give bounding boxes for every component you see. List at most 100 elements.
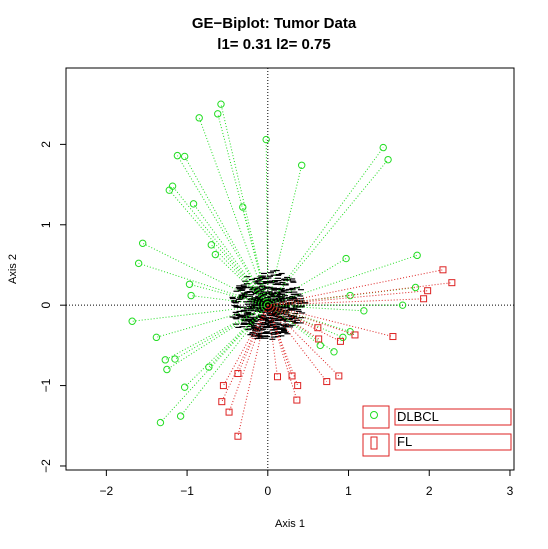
dlbcl-point (173, 151, 182, 160)
legend-marker-fl (370, 436, 378, 450)
dlbcl-point (379, 143, 387, 152)
dlbcl-point (138, 239, 147, 247)
legend-label-box-dlbcl (394, 408, 512, 426)
fl-point (294, 382, 302, 390)
x-tick-label: −2 (100, 484, 114, 498)
fl-vector (267, 305, 299, 386)
dlbcl-point (187, 291, 195, 300)
y-tick-label: 1 (39, 221, 53, 228)
dlbcl-point (207, 241, 215, 249)
dlbcl-vector (191, 295, 268, 306)
fl-vector (267, 304, 319, 340)
dlbcl-vector (267, 304, 351, 333)
fl-point (389, 333, 397, 341)
x-axis: −2 −1 0 1 2 3 (100, 469, 514, 498)
fl-point (335, 372, 343, 380)
fl-point (288, 372, 296, 380)
dlbcl-vector (267, 304, 321, 346)
fl-point (424, 287, 432, 295)
dlbcl-vector (265, 139, 269, 306)
dlbcl-vector (267, 304, 364, 312)
x-tick-label: 0 (264, 484, 271, 498)
dlbcl-point (161, 356, 169, 364)
fl-point (448, 279, 456, 287)
fl-vector (228, 305, 269, 413)
dlbcl-point (205, 363, 213, 371)
dlbcl-point (262, 135, 270, 144)
dlbcl-point (189, 200, 198, 208)
dlbcl-point (156, 418, 165, 427)
fl-vector (267, 282, 452, 306)
dlbcl-point (128, 317, 136, 325)
dlbcl-vector (208, 304, 269, 368)
dlbcl-vector (267, 254, 418, 306)
dlbcl-point (330, 348, 338, 356)
dlbcl-vector (220, 104, 269, 306)
fl-point (234, 432, 242, 440)
dlbcl-point (384, 155, 392, 164)
fl-point (323, 378, 331, 386)
fl-vector (267, 304, 328, 382)
fl-vector (267, 298, 424, 306)
dlbcl-vector (165, 304, 269, 361)
fl-point (351, 331, 359, 339)
dlbcl-vector (198, 117, 269, 306)
fl-vector (267, 304, 356, 336)
dlbcl-vector (142, 242, 269, 306)
fl-point (336, 337, 344, 345)
y-axis-label: Axis 2 (7, 254, 19, 284)
dlbcl-point (180, 383, 189, 391)
dlbcl-point (411, 283, 420, 292)
legend: DLBCL FL (362, 405, 512, 457)
dlbcl-point (176, 412, 185, 420)
fl-vector (267, 304, 394, 338)
dlbcl-vector (267, 159, 389, 306)
dlbcl-point (214, 110, 222, 118)
y-tick-label: −1 (39, 378, 53, 392)
dlbcl-vector (156, 304, 268, 338)
y-tick-label: −2 (39, 459, 53, 473)
dlbcl-vector (168, 189, 269, 306)
fl-point (273, 373, 281, 381)
dlbcl-vector (267, 147, 384, 306)
dlbcl-point (163, 365, 171, 374)
dlbcl-vector (160, 304, 269, 423)
fl-point (315, 335, 323, 343)
dlbcl-point (217, 100, 225, 108)
x-axis-label: Axis 1 (275, 518, 305, 530)
dlbcl-point (171, 355, 179, 363)
dlbcl-point (298, 161, 306, 169)
fl-point (234, 370, 242, 378)
plot-frame (65, 67, 515, 471)
legend-label-box-fl (394, 433, 512, 451)
legend-marker-box-fl (362, 433, 390, 457)
fl-vector (222, 304, 269, 386)
y-tick-label: 0 (39, 302, 53, 309)
dlbcl-point (398, 301, 407, 309)
dlbcl-series (128, 100, 421, 427)
dlbcl-point (346, 291, 354, 300)
x-tick-label: 2 (426, 484, 433, 498)
fl-vector (267, 305, 278, 377)
dlbcl-point (180, 152, 189, 161)
dlbcl-point (134, 259, 143, 268)
fl-point (219, 382, 227, 390)
dlbcl-vector (214, 254, 269, 306)
x-tick-label: 1 (345, 484, 352, 498)
dlbcl-point (360, 307, 368, 315)
x-tick-label: 3 (507, 484, 514, 498)
dlbcl-vector (176, 155, 269, 306)
dlbcl-point (211, 250, 220, 259)
dlbcl-point (239, 203, 247, 211)
dlbcl-point (342, 254, 350, 263)
dlbcl-point (152, 333, 161, 342)
dlbcl-vector (193, 203, 269, 306)
gene-marker-cloud (229, 269, 309, 340)
chart-subtitle: l1= 0.31 l2= 0.75 (217, 36, 330, 53)
dlbcl-point (185, 280, 194, 288)
legend-label-fl: FL (397, 434, 412, 449)
dlbcl-point (195, 114, 203, 122)
fl-series (218, 266, 456, 440)
